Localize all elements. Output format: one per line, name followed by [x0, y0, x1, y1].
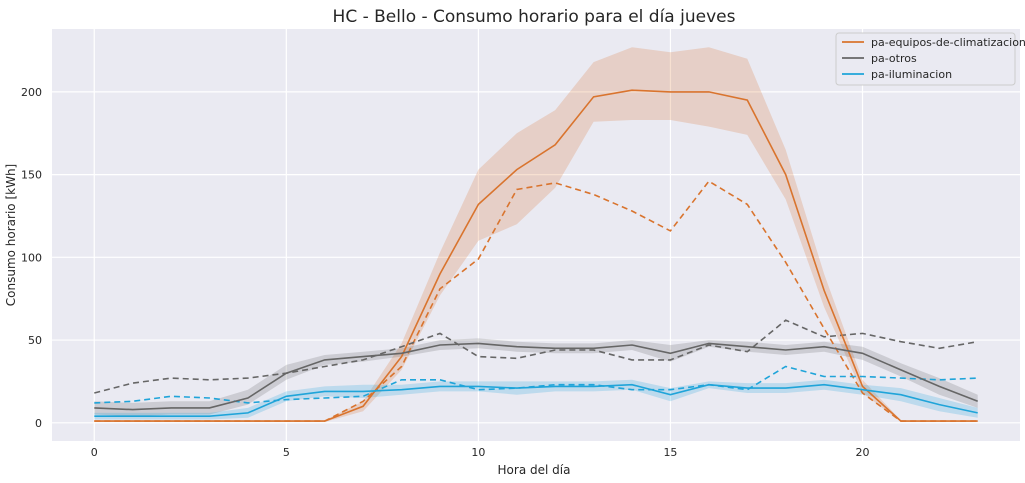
- reference-line-pa-equipos-de-climatizacion: [94, 180, 978, 422]
- band-pa-iluminacion: [94, 379, 978, 420]
- band-pa-otros: [94, 338, 978, 417]
- confidence-bands: [94, 47, 978, 422]
- legend-entry: pa-iluminacion: [871, 68, 952, 81]
- reference-line-pa-iluminacion: [94, 365, 978, 404]
- band-pa-equipos-de-climatizacion: [94, 47, 978, 422]
- y-tick-labels: 0 50 100 150 200: [21, 86, 42, 430]
- y-tick-label: 150: [21, 169, 42, 182]
- plot-area: [52, 29, 1020, 441]
- mean-lines: [94, 89, 978, 422]
- legend-entry: pa-equipos-de-climatizacion: [871, 36, 1025, 49]
- legend-box: [835, 32, 1016, 86]
- grid: [52, 29, 1020, 441]
- y-tick-label: 50: [28, 334, 42, 347]
- x-tick-label: 15: [663, 446, 677, 459]
- mean-line-pa-equipos-de-climatizacion: [94, 89, 978, 422]
- mean-line-pa-iluminacion: [94, 383, 978, 418]
- x-tick-labels: 0 5 10 15 20: [91, 446, 870, 459]
- reference-line-pa-otros: [94, 319, 978, 394]
- y-tick-label: 200: [21, 86, 42, 99]
- x-axis-label: Hora del día: [498, 463, 571, 477]
- x-tick-label: 10: [471, 446, 485, 459]
- x-tick-label: 20: [856, 446, 870, 459]
- x-tick-label: 5: [283, 446, 290, 459]
- reference-lines: [94, 180, 978, 422]
- y-axis-label: Consumo horario [kWh]: [4, 164, 18, 306]
- legend-entry: pa-otros: [871, 52, 917, 65]
- mean-line-pa-otros: [94, 342, 978, 411]
- y-tick-label: 100: [21, 251, 42, 264]
- y-tick-label: 0: [35, 417, 42, 430]
- chart-title: HC - Bello - Consumo horario para el día…: [333, 7, 736, 27]
- legend: pa-equipos-de-climatizacion pa-otros pa-il…: [835, 32, 1025, 86]
- x-tick-label: 0: [91, 446, 98, 459]
